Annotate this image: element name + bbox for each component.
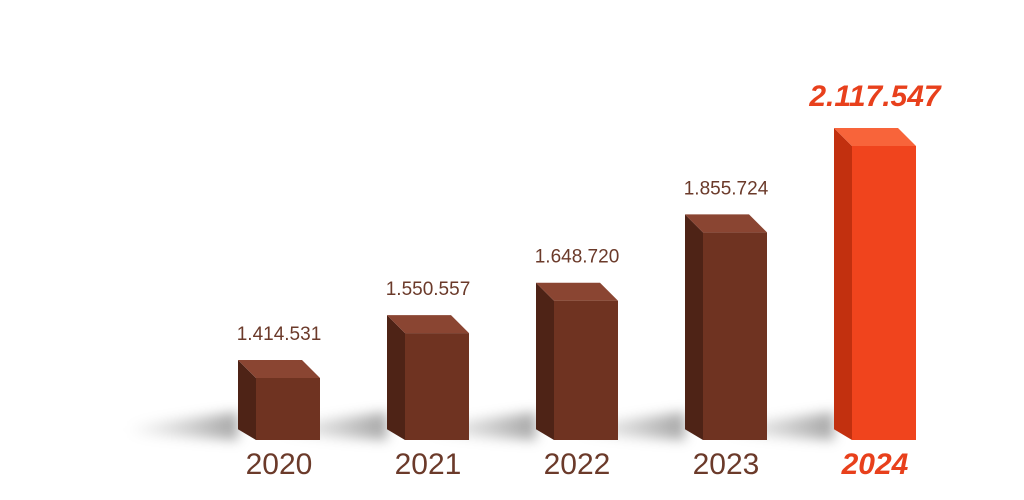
bar-front-2024: [852, 146, 916, 440]
value-label-2021: 1.550.557: [386, 279, 471, 300]
bar-2021: [387, 315, 469, 440]
bar-side-2022: [536, 282, 554, 440]
bar-side-2023: [685, 214, 703, 440]
bar-front-2023: [703, 232, 767, 440]
bar-top-2020: [238, 360, 320, 378]
bar-2022: [536, 282, 618, 440]
bar-front-2021: [405, 333, 469, 440]
bar-2023: [685, 214, 767, 440]
bar-front-2020: [256, 378, 320, 440]
value-labels: 1.414.531 1.550.557 1.648.720 1.855.724 2.11…: [237, 80, 942, 345]
bar-side-2021: [387, 315, 405, 440]
bar-2024: [834, 128, 916, 440]
bar-top-2024: [834, 128, 916, 146]
bar-2020: [238, 360, 320, 440]
bar-side-2020: [238, 360, 256, 440]
value-label-2020: 1.414.531: [237, 324, 322, 345]
value-label-2024: 2.117.547: [808, 80, 942, 113]
value-label-2022: 1.648.720: [535, 247, 620, 268]
tick-label-2023: 2023: [693, 448, 760, 481]
bar-top-2023: [685, 214, 767, 233]
value-label-2023: 1.855.724: [684, 178, 769, 199]
tick-label-2024: 2024: [841, 448, 909, 481]
bar-front-2022: [554, 300, 618, 440]
bar-top-2022: [536, 282, 618, 301]
bar-shadow-2020: [128, 412, 238, 440]
tick-label-2021: 2021: [395, 448, 462, 481]
bar-side-2024: [834, 128, 852, 440]
bar-top-2021: [387, 315, 469, 334]
x-axis-tick-labels: 2020 2021 2022 2023 2024: [246, 448, 909, 481]
tick-label-2022: 2022: [544, 448, 611, 481]
bars: [238, 128, 916, 440]
tick-label-2020: 2020: [246, 448, 313, 481]
